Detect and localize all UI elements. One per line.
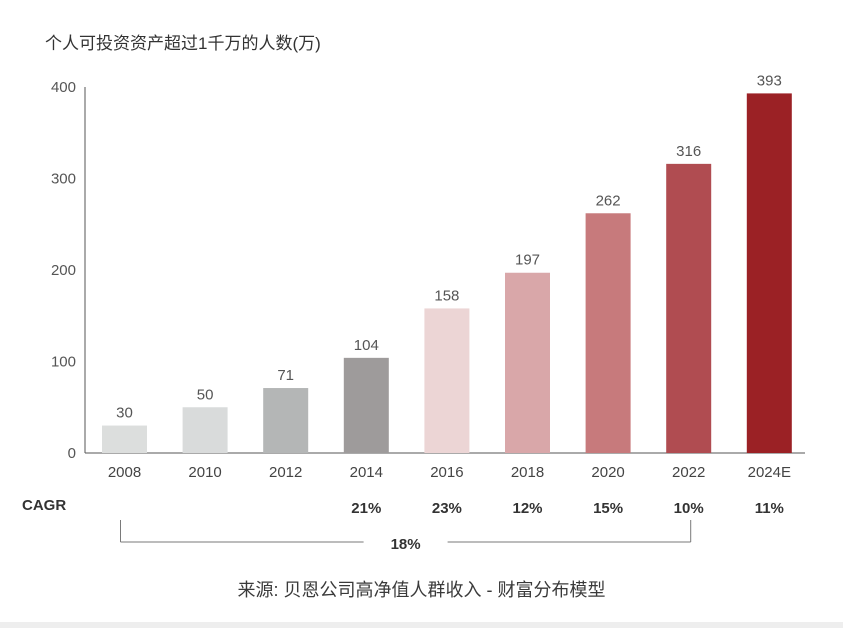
cagr-value-2022: 10% xyxy=(674,500,704,517)
x-tick-label-2024E: 2024E xyxy=(748,464,791,481)
data-label-2014: 104 xyxy=(354,337,379,354)
x-tick-label-2012: 2012 xyxy=(269,464,302,481)
x-tick-label-2022: 2022 xyxy=(672,464,705,481)
chart-title: 个人可投资资产超过1千万的人数(万) xyxy=(45,34,321,53)
data-label-2012: 71 xyxy=(277,367,294,384)
y-tick-label: 200 xyxy=(51,262,76,279)
y-tick-label: 0 xyxy=(68,445,76,462)
x-tick-label-2018: 2018 xyxy=(511,464,544,481)
x-tick-label-2016: 2016 xyxy=(430,464,463,481)
cagr-overall-value: 18% xyxy=(391,536,421,553)
bottom-strip xyxy=(0,622,843,628)
x-tick-label-2020: 2020 xyxy=(591,464,624,481)
bar-2018 xyxy=(505,272,550,453)
x-tick-label-2014: 2014 xyxy=(350,464,383,481)
bar-2024E xyxy=(746,93,792,453)
bar-2016 xyxy=(424,308,470,453)
bar-2020 xyxy=(585,213,631,453)
cagr-value-2016: 23% xyxy=(432,500,462,517)
y-tick-label: 100 xyxy=(51,354,76,371)
x-tick-label-2008: 2008 xyxy=(108,464,141,481)
data-label-2016: 158 xyxy=(434,287,459,304)
bar-2012 xyxy=(263,388,309,453)
cagr-value-2014: 21% xyxy=(351,500,381,517)
cagr-label: CAGR xyxy=(22,497,66,514)
bar-2022 xyxy=(666,163,712,454)
source-note: 来源: 贝恩公司高净值人群收入 - 财富分布模型 xyxy=(237,580,606,600)
cagr-value-2018: 12% xyxy=(512,500,542,517)
y-tick-label: 400 xyxy=(51,79,76,96)
bar-2010 xyxy=(182,407,228,453)
data-label-2024E: 393 xyxy=(757,72,782,89)
cagr-value-2024E: 11% xyxy=(755,500,784,517)
y-tick-label: 300 xyxy=(51,171,76,188)
data-label-2022: 316 xyxy=(676,143,701,160)
data-label-2008: 30 xyxy=(116,405,133,422)
x-tick-label-2010: 2010 xyxy=(188,464,221,481)
bar-2014 xyxy=(343,357,389,453)
cagr-value-2020: 15% xyxy=(593,500,623,517)
data-label-2010: 50 xyxy=(197,386,214,403)
data-label-2018: 197 xyxy=(515,252,540,269)
bar-2008 xyxy=(102,425,147,453)
data-label-2020: 262 xyxy=(596,192,621,209)
